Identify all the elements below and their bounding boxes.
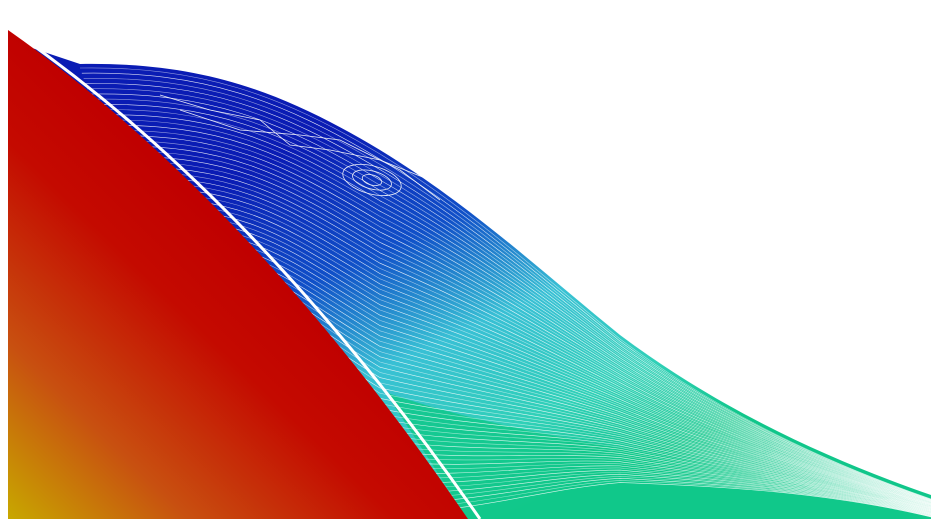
eddy	[159, 94, 451, 201]
streamline	[83, 78, 931, 500]
streamline	[116, 171, 931, 505]
streamline	[112, 161, 931, 504]
eddy-ring	[352, 169, 392, 191]
streamline	[132, 218, 931, 507]
streamline	[121, 187, 931, 506]
streamline	[87, 88, 931, 501]
streamline	[89, 93, 931, 501]
streamline	[109, 150, 931, 504]
streamline	[107, 145, 931, 504]
streamline	[120, 182, 931, 506]
streamline	[134, 223, 931, 508]
streamline	[96, 114, 931, 502]
eddy-line	[159, 94, 451, 196]
eddy-line	[179, 109, 441, 201]
solid-body	[8, 30, 468, 519]
streamline	[85, 83, 931, 501]
streamline	[141, 244, 931, 509]
streamline	[81, 72, 931, 500]
streamline	[98, 119, 931, 502]
streamline	[79, 67, 931, 500]
streamline	[130, 213, 931, 507]
streamline	[100, 124, 931, 503]
streamline	[123, 192, 931, 506]
eddy-ring	[361, 174, 383, 186]
streamline	[103, 135, 931, 503]
streamline	[129, 208, 931, 507]
streamline	[140, 239, 931, 508]
streamline	[110, 156, 931, 504]
streamline	[90, 98, 931, 501]
streamline	[101, 130, 931, 503]
streamline	[105, 140, 931, 503]
streamline	[136, 228, 931, 508]
streamline	[114, 166, 931, 505]
streamline	[118, 176, 931, 505]
streamline	[127, 202, 931, 507]
body-edge	[19, 34, 482, 519]
streamlines	[79, 67, 931, 518]
streamline	[92, 104, 931, 502]
streamline	[125, 197, 931, 506]
streamline	[94, 109, 931, 502]
eddy-ring	[342, 164, 402, 196]
